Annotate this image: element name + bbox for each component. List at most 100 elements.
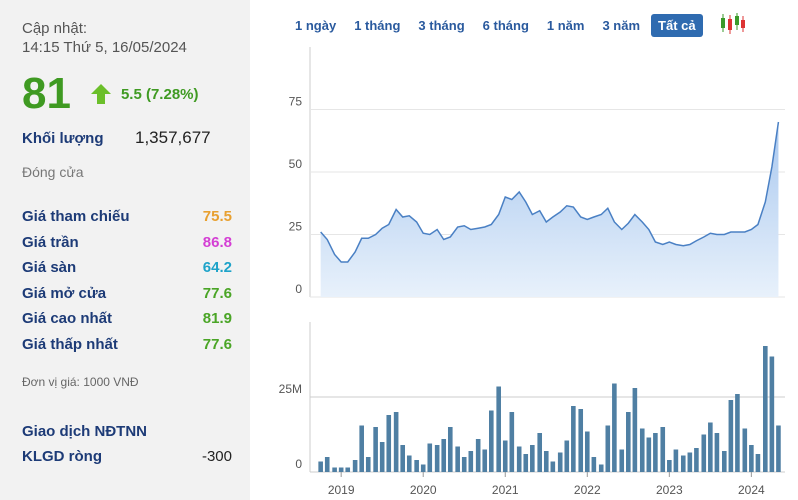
row-value: 75.5	[202, 208, 232, 226]
volume-bar	[605, 425, 611, 472]
price-row: Giá mở cửa 77.6	[22, 281, 232, 307]
price-row: Giá thấp nhất 77.6	[22, 332, 232, 358]
volume-bar	[373, 427, 378, 472]
volume-bar	[324, 457, 330, 472]
volume-bar	[434, 445, 440, 472]
volume-bar	[591, 457, 597, 472]
x-tick-label: 2020	[410, 483, 437, 497]
y-tick-label: 0	[295, 457, 302, 471]
range-tab[interactable]: 3 năm	[602, 18, 641, 33]
x-tick-label: 2019	[328, 483, 355, 497]
up-arrow	[90, 84, 111, 104]
x-tick-label: 2022	[574, 483, 601, 497]
volume-bar	[496, 386, 501, 472]
unit-note: Đơn vị giá: 1000 VNĐ	[22, 375, 139, 389]
volume-bar	[550, 461, 556, 472]
change: 5.5 (7.28%)	[120, 85, 199, 103]
volume-bar	[516, 446, 522, 472]
row-label: Giá mở cửa	[22, 284, 107, 302]
volume-bar	[694, 448, 699, 472]
row-value: 81.9	[202, 310, 232, 328]
volume-bar	[365, 457, 371, 472]
row-label: Giá thấp nhất	[22, 335, 118, 353]
volume-bar	[406, 455, 412, 472]
volume-bar	[769, 356, 775, 472]
volume-bar	[393, 412, 399, 472]
volume-bar	[557, 452, 563, 472]
y-tick-label: 50	[289, 157, 303, 171]
volume-bar	[660, 427, 666, 472]
volume-bar	[714, 433, 720, 472]
volume-bar	[543, 451, 549, 472]
volume-bar	[441, 439, 447, 472]
volume-bar	[482, 449, 488, 472]
foreign-label: KLGD ròng	[22, 448, 102, 465]
volume-bar	[509, 412, 515, 472]
volume-bar	[763, 346, 768, 472]
volume-bar	[475, 439, 481, 472]
volume-bar	[632, 388, 638, 472]
volume-bar	[749, 445, 754, 472]
range-tab[interactable]: 6 tháng	[482, 18, 529, 33]
volume-bar	[352, 460, 358, 472]
range-tab[interactable]: Tất cả	[651, 14, 703, 37]
volume-bar	[755, 454, 761, 472]
quote-panel: Cập nhật: 14:15 Thứ 5, 16/05/2024 81 5.5…	[0, 0, 250, 500]
volume-bar	[571, 406, 576, 472]
row-value: 77.6	[202, 284, 232, 302]
volume-bar	[318, 461, 323, 472]
price-table: Giá tham chiếu 75.5 Giá trần 86.8 Giá sàn 64.…	[22, 204, 232, 357]
range-tab[interactable]: 1 năm	[546, 18, 585, 33]
volume-bar	[646, 437, 652, 472]
volume-bar	[414, 460, 419, 472]
volume: 1,357,677	[135, 128, 211, 147]
price-row: Giá trần 86.8	[22, 230, 232, 256]
volume-bar	[332, 467, 337, 472]
y-tick-label: 25M	[279, 382, 302, 396]
volume-bar	[619, 449, 625, 472]
volume-bar	[468, 451, 474, 472]
volume-bar	[564, 440, 570, 472]
volume-bar	[489, 410, 494, 472]
volume-bar	[537, 433, 543, 472]
volume-bar	[338, 467, 344, 472]
volume-bar	[721, 451, 727, 472]
volume-bar	[530, 445, 535, 472]
y-tick-label: 0	[295, 282, 302, 296]
range-tab[interactable]: 1 ngày	[295, 18, 337, 33]
volume-bar	[461, 457, 467, 472]
volume-bar	[626, 412, 631, 472]
volume-bar	[379, 442, 385, 472]
volume-bar	[400, 445, 406, 472]
range-tab[interactable]: 1 tháng	[354, 18, 401, 33]
update-time: 14:15 Thứ 5, 16/05/2024	[22, 39, 187, 56]
y-tick-label: 25	[289, 220, 303, 234]
volume-bar	[728, 400, 734, 472]
volume-bar	[578, 409, 584, 472]
candle-icon[interactable]	[718, 12, 746, 36]
row-value: 86.8	[202, 233, 232, 251]
foreign-value: -300	[201, 448, 232, 465]
volume-bar	[447, 427, 453, 472]
row-label: Giá sàn	[22, 259, 77, 277]
row-value: 64.2	[202, 259, 232, 277]
volume-bar	[523, 454, 529, 472]
volume-label: Khối lượng	[22, 130, 104, 147]
price-row: Giá cao nhất 81.9	[22, 306, 232, 332]
row-label: Giá trần	[22, 233, 79, 251]
volume-bar	[701, 434, 707, 472]
row-value: 77.6	[202, 335, 232, 353]
range-tab[interactable]: 3 tháng	[418, 18, 465, 33]
price-line	[320, 121, 780, 263]
price-row: Giá tham chiếu 75.5	[22, 204, 232, 230]
volume-bar	[502, 440, 508, 472]
volume-bar	[735, 394, 740, 472]
volume-bar	[386, 415, 392, 472]
row-label: Giá cao nhất	[22, 310, 113, 328]
volume-bar	[653, 433, 658, 472]
volume-bar	[680, 455, 686, 472]
volume-bar	[708, 422, 713, 472]
volume-bar	[639, 428, 645, 472]
